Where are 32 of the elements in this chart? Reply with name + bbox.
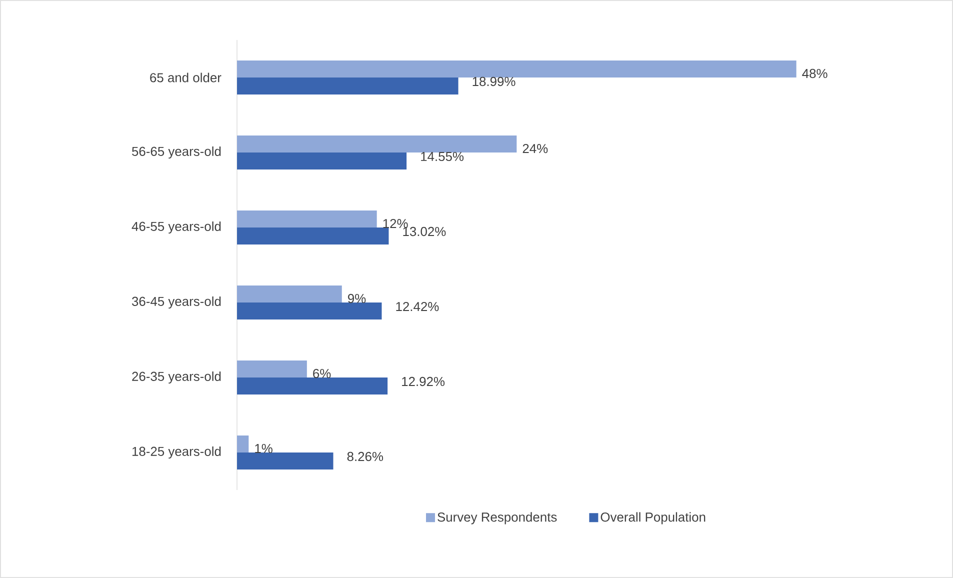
legend-label: Overall Population (600, 512, 706, 524)
y-tick-label: 18-25 years-old (132, 446, 221, 459)
data-label: 13.02% (403, 226, 446, 236)
data-label: 1% (255, 444, 272, 454)
bar (237, 360, 307, 378)
bar (237, 60, 796, 78)
bar (237, 136, 517, 153)
data-label: 12.92% (402, 376, 445, 386)
data-label: 6% (313, 368, 331, 378)
data-label: 24% (522, 144, 548, 154)
data-label: 12% (383, 218, 408, 228)
bar (237, 436, 249, 453)
y-tick-label: 36-45 years-old (132, 296, 221, 309)
y-tick-label: 65 and older (150, 72, 222, 82)
data-label: 12.42% (396, 302, 439, 312)
bar (237, 228, 389, 245)
data-label: 48% (802, 68, 828, 78)
bar (237, 286, 342, 303)
y-tick-label: 26-35 years-old (132, 371, 221, 384)
legend-label: Survey Respondents (438, 512, 557, 524)
bar (237, 78, 458, 95)
bar (237, 378, 388, 395)
data-label: 8.26% (347, 452, 384, 462)
bar (237, 152, 407, 170)
y-tick-label: 46-55 years-old (132, 221, 221, 234)
bar (237, 302, 382, 320)
data-label: 18.99% (472, 76, 516, 86)
bar (237, 452, 334, 470)
data-label: 9% (348, 294, 366, 304)
data-label: 14.55% (421, 152, 464, 162)
bar (237, 210, 377, 228)
y-tick-label: 56-65 years-old (132, 146, 221, 159)
